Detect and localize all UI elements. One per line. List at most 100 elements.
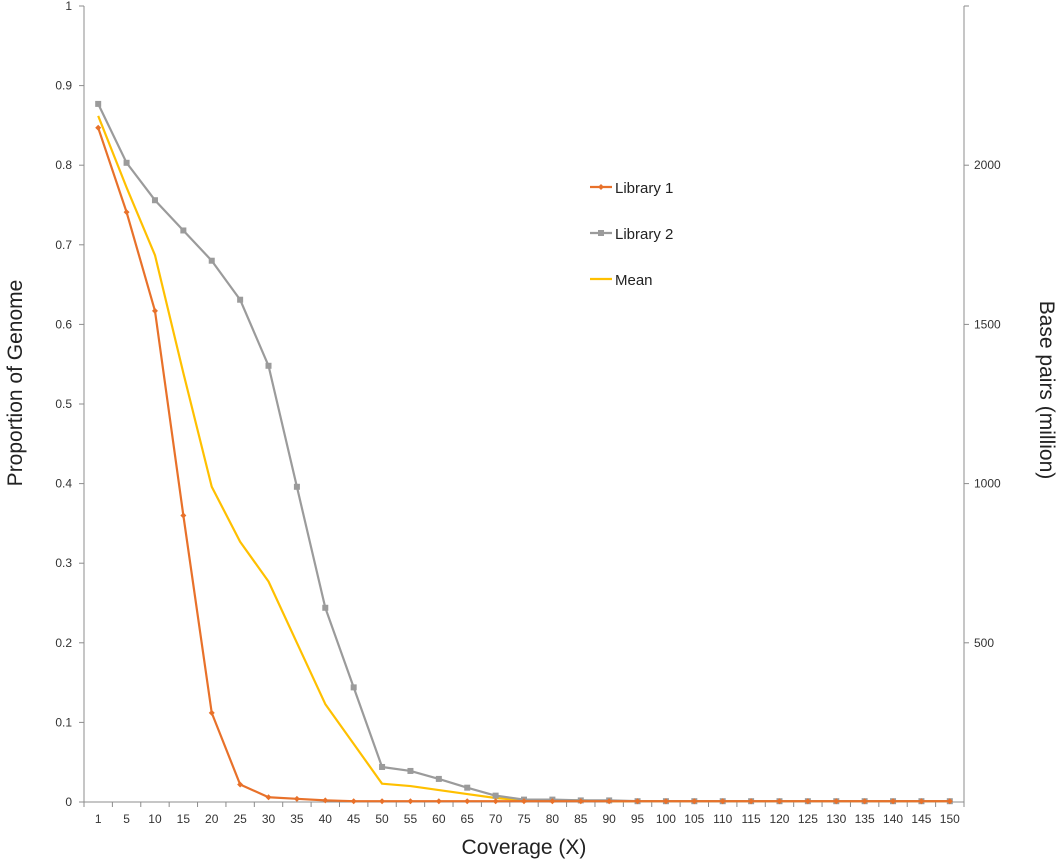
left-tick-label: 0.4 xyxy=(55,477,72,491)
data-point xyxy=(407,767,414,774)
series-library-2 xyxy=(95,100,953,805)
left-tick-label: 0 xyxy=(65,795,72,809)
data-point xyxy=(492,792,499,799)
x-tick-label: 105 xyxy=(684,812,704,826)
x-tick-label: 20 xyxy=(205,812,219,826)
data-point xyxy=(293,483,300,490)
data-point xyxy=(719,798,726,805)
data-point xyxy=(890,798,897,805)
data-point xyxy=(151,307,158,314)
x-ticks: 1 5 10 15 20 25 30 35 40 45 50 55 60 65 70 75 80 85 90 95 10… xyxy=(83,802,965,826)
data-point xyxy=(577,798,584,805)
x-tick-label: 45 xyxy=(347,812,361,826)
x-tick-label: 80 xyxy=(546,812,560,826)
x-tick-label: 70 xyxy=(489,812,503,826)
data-point xyxy=(208,257,215,264)
data-point xyxy=(237,781,244,788)
data-point xyxy=(379,798,386,805)
data-point xyxy=(123,159,130,166)
data-point xyxy=(748,798,755,805)
x-tick-label: 90 xyxy=(602,812,616,826)
right-tick-label: 1500 xyxy=(974,317,1001,331)
data-point xyxy=(521,798,527,805)
right-tick-label: 500 xyxy=(974,636,994,650)
data-point xyxy=(662,798,669,805)
x-tick-label: 75 xyxy=(517,812,531,826)
data-point xyxy=(464,784,471,791)
data-point xyxy=(861,798,868,805)
data-point xyxy=(691,798,698,805)
y-axis-title: Proportion of Genome xyxy=(4,280,27,487)
x-tick-label: 55 xyxy=(404,812,418,826)
legend-label: Library 1 xyxy=(615,180,673,197)
x-tick-label: 30 xyxy=(262,812,276,826)
data-point xyxy=(265,362,272,369)
data-point xyxy=(350,798,357,805)
series-library-1 xyxy=(95,124,953,805)
x-tick-label: 120 xyxy=(769,812,789,826)
legend-entry: Library 1 xyxy=(590,180,673,197)
x-tick-label: 1 xyxy=(95,812,102,826)
data-point xyxy=(350,684,357,691)
data-point xyxy=(606,798,613,805)
x-tick-label: 65 xyxy=(461,812,475,826)
data-point xyxy=(464,798,471,805)
x-tick-label: 145 xyxy=(911,812,931,826)
data-point xyxy=(151,197,158,204)
x-tick-label: 5 xyxy=(123,812,130,826)
data-point xyxy=(918,798,925,805)
series-line xyxy=(97,103,950,803)
x-tick-label: 110 xyxy=(713,812,732,826)
data-point xyxy=(492,798,499,805)
left-tick-label: 0.8 xyxy=(55,158,72,172)
x-tick-label: 50 xyxy=(375,812,389,826)
legend-marker xyxy=(598,184,604,190)
left-tick-label: 0.1 xyxy=(55,715,72,729)
data-point xyxy=(549,798,556,805)
y2-axis-title: Base pairs (million) xyxy=(1035,301,1058,480)
data-point xyxy=(180,227,187,234)
x-tick-label: 35 xyxy=(290,812,304,826)
right-tick-label: 2000 xyxy=(974,158,1001,172)
x-tick-label: 135 xyxy=(855,812,875,826)
x-tick-label: 95 xyxy=(631,812,645,826)
x-tick-label: 125 xyxy=(798,812,818,826)
data-point xyxy=(293,795,300,802)
left-tick-label: 0.6 xyxy=(55,317,72,331)
series-line xyxy=(97,127,950,803)
data-point xyxy=(634,798,641,805)
left-tick-label: 0.3 xyxy=(55,556,72,570)
data-point xyxy=(322,604,329,611)
data-point xyxy=(237,296,244,303)
right-tick-label: 1000 xyxy=(974,477,1001,491)
legend-entry: Mean xyxy=(590,272,653,289)
right-y-ticks: 500 1000 1500 2000 xyxy=(964,5,1001,650)
data-point xyxy=(322,797,329,804)
data-point xyxy=(776,798,783,805)
series-line xyxy=(97,115,950,803)
x-tick-label: 150 xyxy=(940,812,960,826)
data-point xyxy=(946,798,953,805)
legend-label: Mean xyxy=(615,272,653,289)
series-mean xyxy=(97,115,950,803)
data-point xyxy=(407,798,414,805)
left-y-ticks: 0 0.1 0.2 0.3 0.4 0.5 0.6 0.7 0.8 0.9 1 xyxy=(55,0,84,809)
left-tick-label: 0.5 xyxy=(55,397,72,411)
x-tick-label: 115 xyxy=(742,812,761,826)
data-point xyxy=(265,794,272,801)
left-tick-label: 1 xyxy=(65,0,72,13)
x-tick-label: 40 xyxy=(319,812,333,826)
x-tick-label: 140 xyxy=(883,812,903,826)
data-point xyxy=(833,798,840,805)
data-point xyxy=(379,763,386,770)
left-tick-label: 0.2 xyxy=(55,636,72,650)
x-tick-label: 100 xyxy=(656,812,676,826)
legend-marker xyxy=(598,230,604,236)
data-point xyxy=(804,798,811,805)
left-tick-label: 0.9 xyxy=(55,79,72,93)
x-tick-label: 15 xyxy=(177,812,191,826)
x-tick-label: 85 xyxy=(574,812,588,826)
series-layer xyxy=(95,100,953,805)
x-axis-title: Coverage (X) xyxy=(462,836,587,859)
